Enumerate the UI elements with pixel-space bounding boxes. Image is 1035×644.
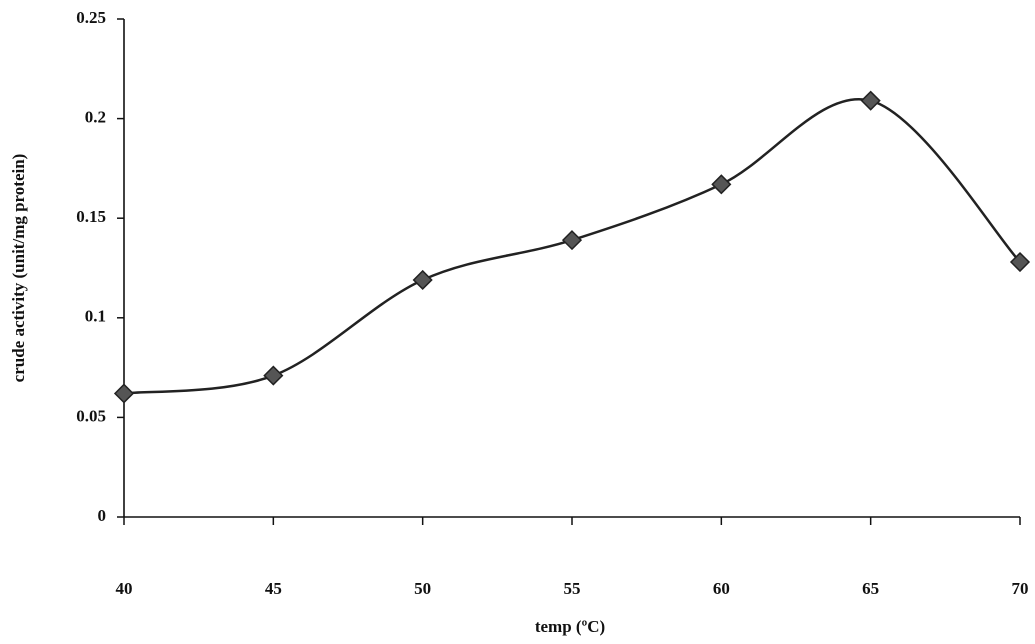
marker (1009, 251, 1031, 273)
x-tick-label: 65 (862, 579, 879, 598)
marker (263, 365, 284, 386)
x-tick-label: 45 (265, 579, 282, 598)
x-tick-label: 50 (414, 579, 431, 598)
y-tick-label: 0.2 (85, 108, 106, 127)
marker (412, 269, 433, 291)
marker (113, 383, 135, 404)
marker (561, 230, 583, 251)
x-tick-label: 55 (564, 579, 581, 598)
y-tick-label: 0.25 (76, 8, 106, 27)
marker (711, 174, 732, 195)
y-tick-label: 0.1 (85, 307, 106, 326)
x-tick-label: 60 (713, 579, 730, 598)
y-tick-label: 0 (98, 506, 107, 525)
x-tick-label: 70 (1012, 579, 1029, 598)
y-axis-label: crude activity (unit/mg protein) (9, 154, 28, 383)
x-axis-label: temp (ºC) (535, 617, 605, 636)
marker (860, 90, 881, 111)
y-tick-label: 0.15 (76, 207, 106, 226)
y-tick-label: 0.05 (76, 406, 106, 425)
x-tick-label: 40 (116, 579, 133, 598)
